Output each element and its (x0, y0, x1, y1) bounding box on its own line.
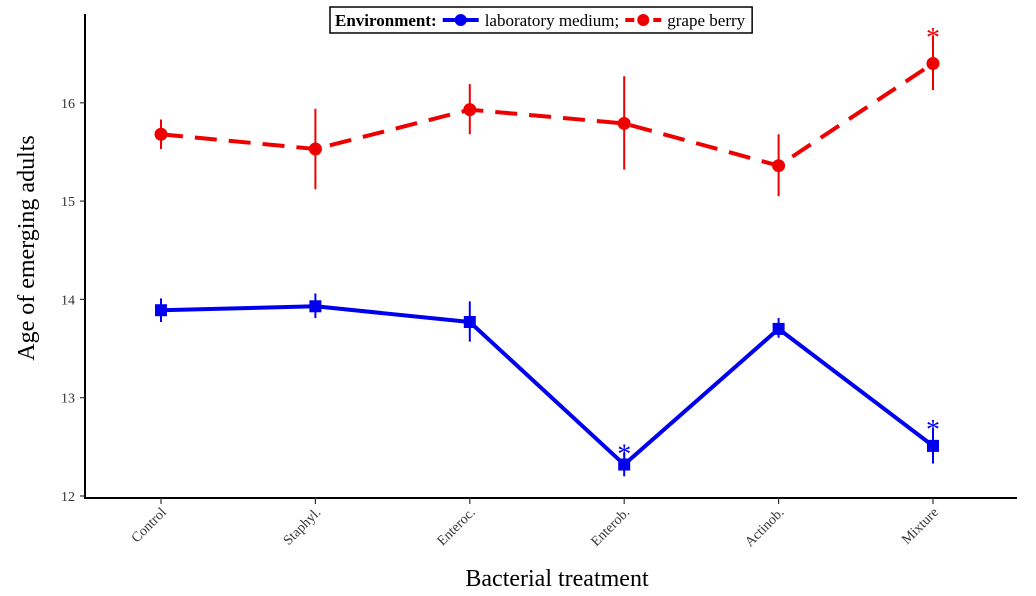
y-tick-label: 15 (61, 195, 75, 210)
data-point-circle (308, 142, 322, 156)
legend-entry: laboratory medium; (442, 11, 620, 30)
data-point-circle (463, 103, 477, 117)
series-laboratory-medium: ** (155, 293, 940, 477)
axis-ticks: 12 13 14 15 16 Control Staphyl. Enteroc. Enterob… (61, 97, 942, 550)
legend-label: grape berry (667, 11, 745, 30)
data-point-square (618, 458, 631, 471)
data-point-circle (772, 159, 786, 173)
legend-entry: grape berry (625, 11, 746, 30)
legend-label: laboratory medium; (485, 11, 620, 30)
x-tick-label: Enteroc. (435, 505, 479, 549)
legend-key-point (637, 14, 650, 26)
legend-title: Environment: (335, 11, 437, 30)
significance-star: * (617, 440, 631, 471)
legend: Environment: laboratory medium; grape ber… (329, 6, 753, 34)
y-tick-label: 14 (61, 293, 75, 308)
data-point-circle (154, 127, 168, 141)
significance-star: * (926, 415, 940, 446)
legend-box (329, 6, 753, 34)
series-group: *** (154, 23, 940, 477)
x-tick-label: Mixture (899, 505, 942, 548)
significance-star: * (926, 23, 940, 54)
legend-entries: laboratory medium; grape berry (442, 11, 746, 30)
legend-key-point (454, 14, 467, 26)
x-tick-label: Control (129, 505, 170, 546)
data-point-square (772, 322, 785, 335)
x-tick-label: Actinob. (742, 505, 787, 550)
data-point-square (927, 439, 939, 452)
data-point-circle (617, 116, 631, 130)
series-line (160, 304, 935, 467)
series-grape-berry: * (154, 23, 940, 197)
y-tick-label: 12 (61, 490, 75, 505)
y-tick-label: 13 (61, 392, 75, 407)
axes (84, 14, 1017, 499)
data-point-square (463, 316, 476, 329)
data-point-square (155, 304, 167, 317)
data-point-circle (926, 56, 940, 70)
x-axis-title: Bacterial treatment (465, 566, 649, 591)
x-tick-label: Enterob. (589, 505, 633, 549)
y-tick-label: 16 (61, 97, 75, 112)
y-axis-title: Age of emerging adults (14, 135, 40, 361)
data-point-square (309, 300, 322, 313)
series-line (160, 61, 935, 168)
x-tick-label: Staphyl. (281, 505, 324, 548)
